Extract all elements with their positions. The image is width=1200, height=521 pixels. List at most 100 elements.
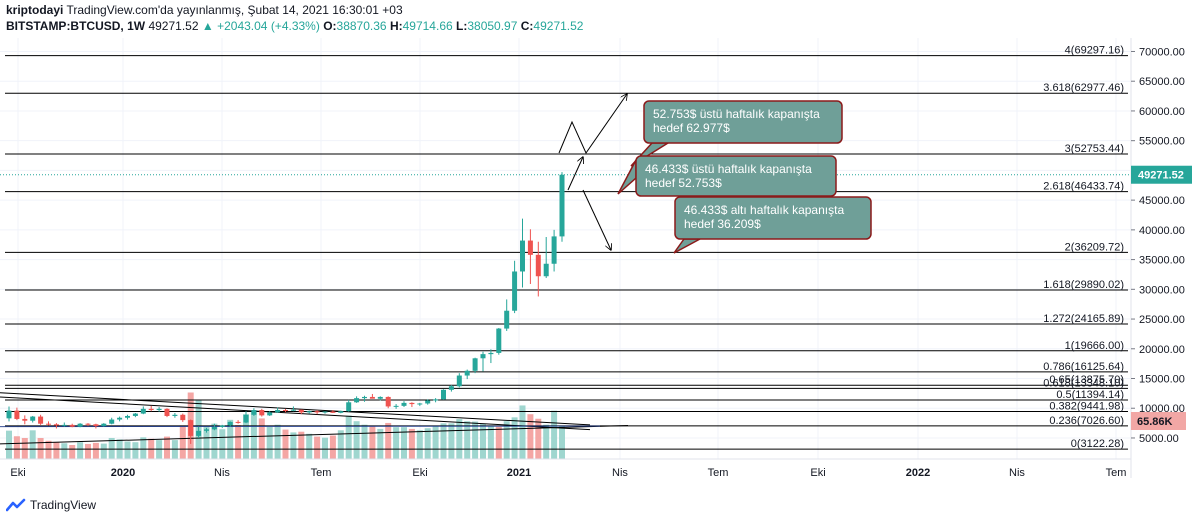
- callout-line-1: 52.753$ üstü haftalık kapanışta: [653, 107, 820, 121]
- volume-bar: [53, 442, 60, 459]
- publish-info: TradingView.com'da yayınlanmış, Şubat 14…: [63, 3, 403, 17]
- volume-bar: [108, 438, 115, 459]
- arrow-down: [582, 189, 611, 250]
- volume-bar: [464, 421, 471, 459]
- candle-body: [448, 386, 454, 390]
- volume-bar: [377, 428, 384, 459]
- volume-bar: [456, 419, 463, 459]
- candle-body: [22, 418, 28, 421]
- volume-bar: [503, 421, 510, 459]
- candle-body: [543, 263, 549, 277]
- candle-body: [433, 399, 439, 401]
- candle-body: [211, 426, 217, 430]
- close-value: 49271.52: [533, 19, 584, 33]
- fib-level-label: 0.65(13875.70): [1049, 374, 1124, 386]
- volume-bar: [100, 443, 107, 459]
- close-label: C:: [520, 19, 534, 33]
- chart-header: kriptodayi TradingView.com'da yayınlanmı…: [6, 2, 1126, 36]
- volume-bar: [401, 427, 407, 459]
- author-name[interactable]: kriptodayi: [6, 3, 64, 17]
- price-axis-tick-label: 35000.00: [1139, 255, 1185, 267]
- arrow-up-target: [558, 94, 627, 155]
- price-axis-tick-label: 60000.00: [1139, 106, 1185, 118]
- volume-bar: [298, 431, 305, 459]
- candle-body: [464, 370, 470, 376]
- candle-body: [504, 310, 510, 329]
- callout-line-2: hedef 62.977$: [653, 121, 730, 135]
- volume-bar: [480, 424, 486, 459]
- volume-bar: [385, 422, 392, 459]
- time-axis-label: 2021: [507, 467, 531, 479]
- volume-bar: [353, 421, 360, 459]
- candle-body: [298, 409, 304, 413]
- volume-bar: [495, 426, 502, 459]
- candle-body: [164, 408, 170, 416]
- candle-body: [480, 354, 486, 359]
- callout-box: [635, 155, 837, 197]
- candle-body: [125, 415, 130, 418]
- symbol-line: BITSTAMP:BTCUSD, 1W 49271.52 ▲ +2043.04 …: [6, 18, 1126, 34]
- volume-bar: [535, 418, 542, 459]
- candle-body: [117, 417, 123, 420]
- volume-bar: [274, 424, 281, 459]
- callout-line-1: 46.433$ üstü haftalık kapanışta: [645, 162, 812, 176]
- volume-bar: [416, 430, 423, 459]
- candle-body: [219, 425, 225, 427]
- last-price: 49271.52: [148, 19, 199, 33]
- time-axis-label: Eki: [10, 467, 25, 479]
- trend-line: [0, 396, 591, 431]
- trend-line: [0, 424, 629, 445]
- candle-body: [330, 411, 336, 413]
- time-axis-label: Nis: [214, 467, 230, 479]
- open-value: 38870.36: [336, 19, 387, 33]
- tradingview-logo[interactable]: TradingView: [6, 496, 96, 514]
- candle-body: [61, 424, 67, 426]
- volume-bar: [322, 437, 328, 459]
- volume-bar: [282, 429, 289, 459]
- arrow-up-short: [567, 157, 583, 191]
- projection-arrows: [558, 94, 627, 250]
- fib-level-label: 1.272(24165.89): [1043, 313, 1124, 325]
- volume-bar: [227, 419, 234, 459]
- volume-bar: [124, 441, 131, 459]
- time-axis-label: 2020: [111, 467, 135, 479]
- volume-bar: [140, 437, 147, 459]
- volume-bar: [511, 417, 518, 459]
- time-axis-label: Nis: [1009, 467, 1025, 479]
- callout-line-2: hedef 52.753$: [645, 176, 722, 190]
- fib-level-label: 2(36209.72): [1065, 241, 1124, 253]
- candle-body: [132, 413, 138, 416]
- volume-bar: [519, 405, 526, 459]
- candle-body: [14, 410, 20, 419]
- candle-body: [354, 398, 360, 403]
- volume-bar: [551, 410, 558, 459]
- volume-bar: [69, 445, 76, 459]
- volume-bar: [487, 426, 494, 459]
- volume-bar: [424, 428, 431, 459]
- volume-bar: [432, 426, 439, 459]
- volume-bar: [77, 442, 84, 459]
- volume-bar: [250, 412, 257, 459]
- tradingview-logo-icon: [6, 498, 26, 512]
- open-label: O:: [323, 19, 337, 33]
- candle-body: [235, 421, 241, 423]
- price-axis-tick-label: 5000.00: [1139, 433, 1179, 445]
- volume-bar: [21, 438, 28, 459]
- time-axis-label: Tem: [311, 467, 332, 479]
- up-triangle-icon: ▲: [201, 19, 214, 33]
- volume-bar: [345, 415, 352, 459]
- time-axis-label: Eki: [810, 467, 825, 479]
- price-axis-tick-label: 55000.00: [1139, 136, 1185, 148]
- publish-line: kriptodayi TradingView.com'da yayınlanmı…: [6, 2, 1126, 18]
- volume-bar: [219, 429, 226, 459]
- candle-body: [338, 411, 344, 413]
- candle-body: [69, 424, 75, 427]
- candle-body: [527, 240, 533, 255]
- candle-body: [93, 424, 99, 427]
- price-axis-tick-label: 30000.00: [1139, 284, 1185, 296]
- volume-bar: [369, 426, 376, 459]
- candle-body: [243, 414, 249, 423]
- candle-body: [46, 423, 51, 425]
